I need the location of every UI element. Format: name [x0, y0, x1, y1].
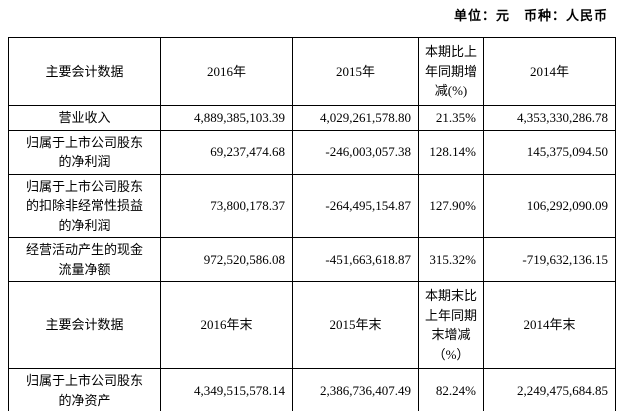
row-label: 归属于上市公司股东的扣除非经常性损益的净利润: [8, 173, 161, 238]
value-2015: -246,003,057.38: [292, 129, 419, 175]
section2-header-row: 主要会计数据 2016年末 2015年末 本期末比上年同期末增减（%） 2014…: [8, 281, 616, 369]
table-row-operating-cash-flow: 经营活动产生的现金流量净额 972,520,586.08 -451,663,61…: [8, 237, 616, 282]
header-main-indicators: 主要会计数据: [8, 37, 161, 106]
value-2014: 145,375,094.50: [483, 129, 616, 175]
header-2014: 2014年: [483, 37, 616, 106]
table-row-net-assets: 归属于上市公司股东的净资产 4,349,515,578.14 2,386,736…: [8, 368, 616, 411]
unit-label: 单位：元: [453, 8, 510, 23]
row-label: 营业收入: [8, 105, 161, 131]
header-2016-end: 2016年末: [160, 281, 293, 369]
value-change-pct: 21.35%: [418, 105, 484, 131]
header-change-pct-end: 本期末比上年同期末增减（%）: [418, 281, 484, 369]
header-2015: 2015年: [292, 37, 419, 106]
value-change-pct: 82.24%: [418, 368, 484, 411]
table-row-operating-revenue: 营业收入 4,889,385,103.39 4,029,261,578.80 2…: [8, 105, 616, 131]
value-change-pct: 315.32%: [418, 237, 484, 282]
value-2015: 4,029,261,578.80: [292, 105, 419, 131]
value-change-pct: 128.14%: [418, 129, 484, 175]
table-row-net-profit: 归属于上市公司股东的净利润 69,237,474.68 -246,003,057…: [8, 129, 616, 175]
key-accounting-data-table: 主要会计数据 2016年 2015年 本期比上年同期增减(%) 2014年 营业…: [8, 37, 616, 411]
unit-note: 单位：元 币种：人民币: [0, 0, 622, 25]
header-2016: 2016年: [160, 37, 293, 106]
value-2015: -264,495,154.87: [292, 173, 419, 238]
value-2016: 73,800,178.37: [160, 173, 293, 238]
row-label: 归属于上市公司股东的净资产: [8, 368, 161, 411]
header-main-indicators: 主要会计数据: [8, 281, 161, 369]
header-2015-end: 2015年末: [292, 281, 419, 369]
value-change-pct: 127.90%: [418, 173, 484, 238]
section1-header-row: 主要会计数据 2016年 2015年 本期比上年同期增减(%) 2014年: [8, 37, 616, 106]
header-change-pct: 本期比上年同期增减(%): [418, 37, 484, 106]
currency-label: 币种：人民币: [523, 8, 608, 23]
value-2015: 2,386,736,407.49: [292, 368, 419, 411]
value-2014: -719,632,136.15: [483, 237, 616, 282]
value-2014: 2,249,475,684.85: [483, 368, 616, 411]
value-2016: 4,349,515,578.14: [160, 368, 293, 411]
value-2016: 69,237,474.68: [160, 129, 293, 175]
value-2016: 972,520,586.08: [160, 237, 293, 282]
row-label: 经营活动产生的现金流量净额: [8, 237, 161, 282]
value-2014: 4,353,330,286.78: [483, 105, 616, 131]
value-2016: 4,889,385,103.39: [160, 105, 293, 131]
table-row-net-profit-deducted: 归属于上市公司股东的扣除非经常性损益的净利润 73,800,178.37 -26…: [8, 173, 616, 238]
value-2015: -451,663,618.87: [292, 237, 419, 282]
row-label: 归属于上市公司股东的净利润: [8, 129, 161, 175]
value-2014: 106,292,090.09: [483, 173, 616, 238]
header-2014-end: 2014年末: [483, 281, 616, 369]
